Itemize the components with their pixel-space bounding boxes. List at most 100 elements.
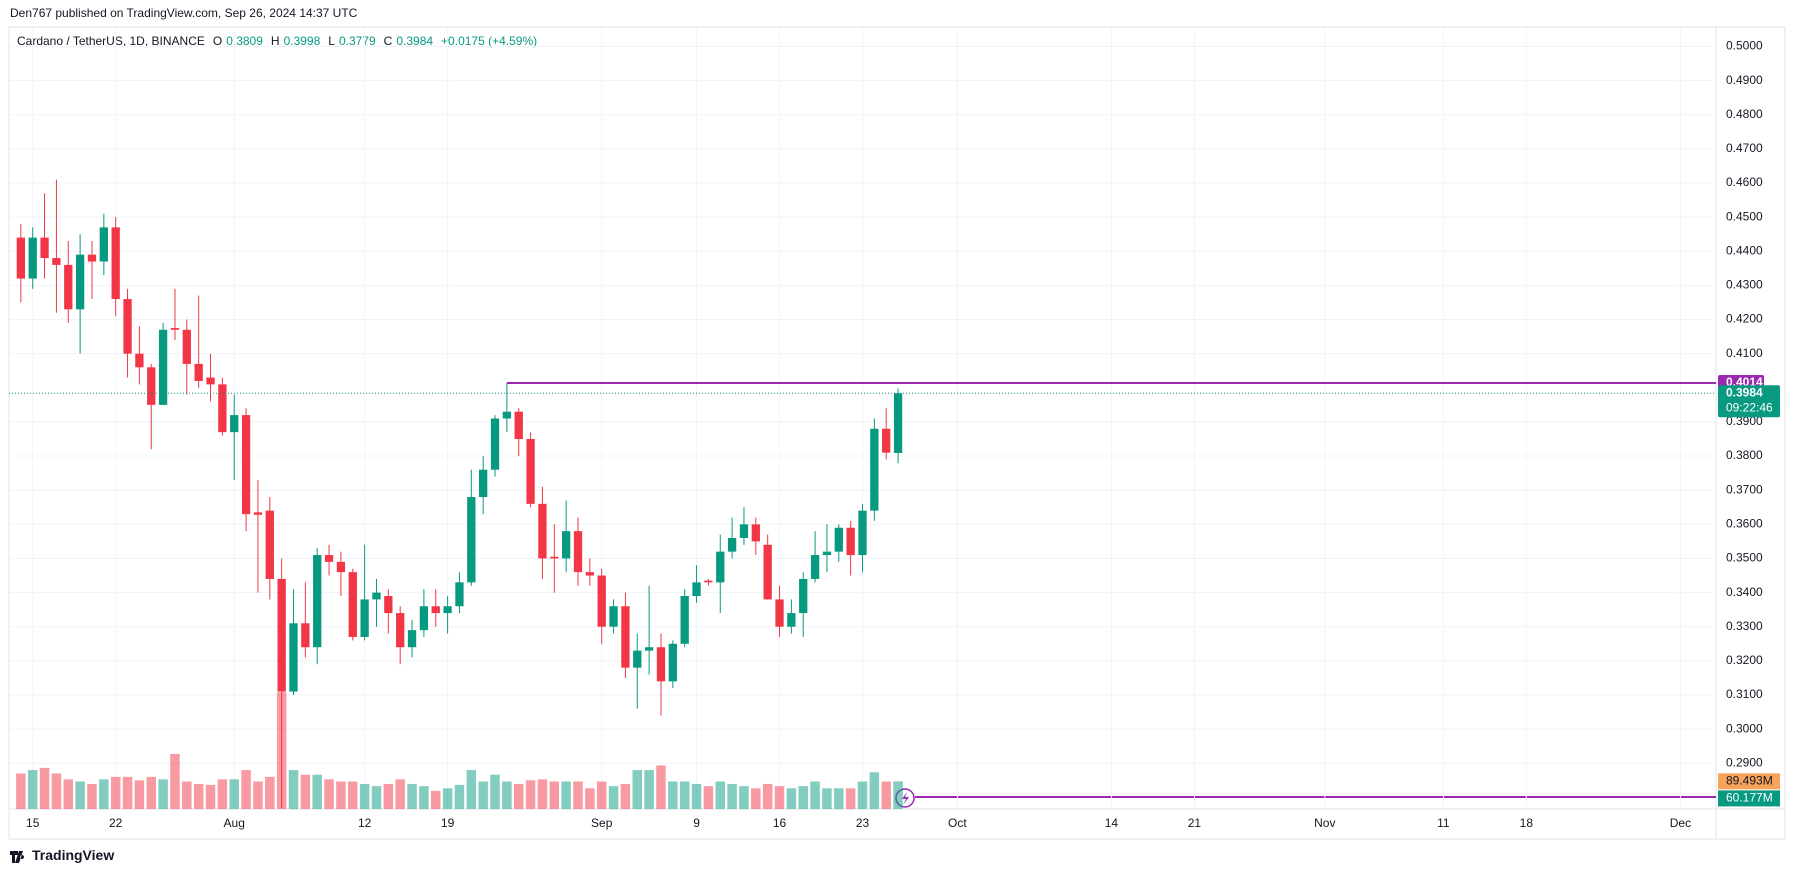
candle-body [194, 363, 203, 381]
x-tick-label: 14 [1105, 816, 1119, 830]
volume-bar [99, 779, 109, 809]
candle-body [787, 613, 796, 627]
y-tick-label: 0.3000 [1726, 721, 1763, 735]
candle-body [218, 384, 227, 433]
y-tick-label: 0.4300 [1726, 278, 1763, 292]
volume-bar [146, 776, 156, 809]
candle-body [550, 556, 559, 559]
volume-bar [490, 774, 500, 809]
candle-body [656, 647, 666, 682]
volume-bar [336, 781, 346, 809]
candle-body [135, 353, 144, 368]
volume-bar [371, 786, 382, 809]
volume-bar [158, 779, 168, 809]
volume-bar [786, 788, 797, 809]
candle-body [431, 606, 440, 614]
y-tick-label: 0.3800 [1726, 448, 1763, 462]
ohlc-key: O [212, 34, 223, 48]
y-tick-label: 0.3700 [1726, 482, 1763, 496]
x-tick-label: 23 [856, 816, 870, 830]
candle-body [870, 428, 879, 511]
candle-body [324, 555, 334, 562]
volume-bar [312, 774, 322, 809]
candle-body [585, 572, 595, 576]
candle-body [834, 527, 843, 552]
candle-body [644, 647, 654, 651]
volume-bar [383, 783, 394, 809]
volume-bar [182, 781, 192, 809]
volume-bar [265, 776, 275, 809]
candle-body [230, 415, 239, 433]
candle-body [490, 418, 500, 470]
volume-bar [134, 780, 145, 809]
candle-body [573, 531, 583, 573]
candle-body [64, 264, 73, 310]
volume-bar [253, 781, 263, 809]
volume-bar [431, 790, 441, 809]
candle-body [751, 524, 760, 542]
candle-body [75, 254, 85, 310]
y-tick-label: 0.4600 [1726, 175, 1763, 189]
volume-bar [608, 786, 619, 809]
candle-body [514, 411, 523, 439]
x-tick-label: Oct [948, 816, 967, 830]
volume-tag [1718, 773, 1780, 790]
y-tick-label: 0.3400 [1726, 585, 1763, 599]
volume-bar [300, 774, 311, 809]
candle-body [775, 599, 784, 627]
candle-body [704, 580, 713, 583]
candle-body [716, 551, 725, 583]
volume-bar [537, 779, 548, 809]
symbol-title: Cardano / TetherUS, 1D, BINANCE [17, 34, 205, 48]
y-tick-label: 0.3500 [1726, 551, 1763, 565]
volume-bar [39, 767, 50, 809]
candle-body [170, 328, 180, 330]
volume-bar [442, 788, 453, 809]
candle-body [407, 630, 417, 648]
candle-body [467, 497, 476, 583]
ohlc-value: 0.3809 [226, 34, 263, 48]
countdown-label: 09:22:46 [1726, 400, 1773, 414]
volume-bar [75, 781, 85, 809]
volume-bar [16, 773, 26, 809]
volume-bar [869, 772, 880, 809]
volume-ma-tag [1718, 790, 1780, 807]
y-tick-label: 0.5000 [1726, 39, 1763, 53]
candle-body [561, 531, 571, 559]
x-tick-label: 12 [358, 816, 372, 830]
y-tick-label: 0.4500 [1726, 209, 1763, 223]
candle-body [99, 227, 108, 262]
volume-bar [751, 788, 761, 809]
candle-body [360, 599, 369, 637]
volume-bar [170, 753, 180, 809]
y-tick-label: 0.4900 [1726, 73, 1763, 87]
candle-body [609, 606, 618, 627]
candle-body [348, 572, 357, 637]
candle-body [241, 415, 251, 515]
candle-body [52, 258, 61, 265]
volume-bar [217, 779, 228, 809]
candle-body [384, 596, 393, 614]
candle-body [265, 510, 274, 579]
candle-body [182, 329, 191, 364]
candle-body [372, 592, 381, 600]
candle-body [123, 299, 132, 354]
volume-bar [727, 783, 737, 809]
volume-bar [466, 770, 477, 809]
candle-body [253, 512, 263, 515]
ohlc-value: 0.3998 [283, 34, 321, 48]
volume-bar [845, 788, 856, 809]
x-tick-label: 21 [1188, 816, 1202, 830]
volume-bar [798, 786, 808, 809]
volume-bar [63, 779, 74, 809]
candle-body [858, 510, 867, 556]
x-tick-label: Sep [591, 816, 613, 830]
x-tick-label: 15 [26, 816, 40, 830]
ohlc-key: C [383, 34, 393, 48]
y-tick-label: 0.4700 [1726, 141, 1763, 155]
candle-body [87, 254, 97, 262]
candle-body [763, 544, 772, 600]
y-tick-label: 0.3600 [1726, 516, 1763, 530]
x-tick-label: Dec [1670, 816, 1691, 830]
